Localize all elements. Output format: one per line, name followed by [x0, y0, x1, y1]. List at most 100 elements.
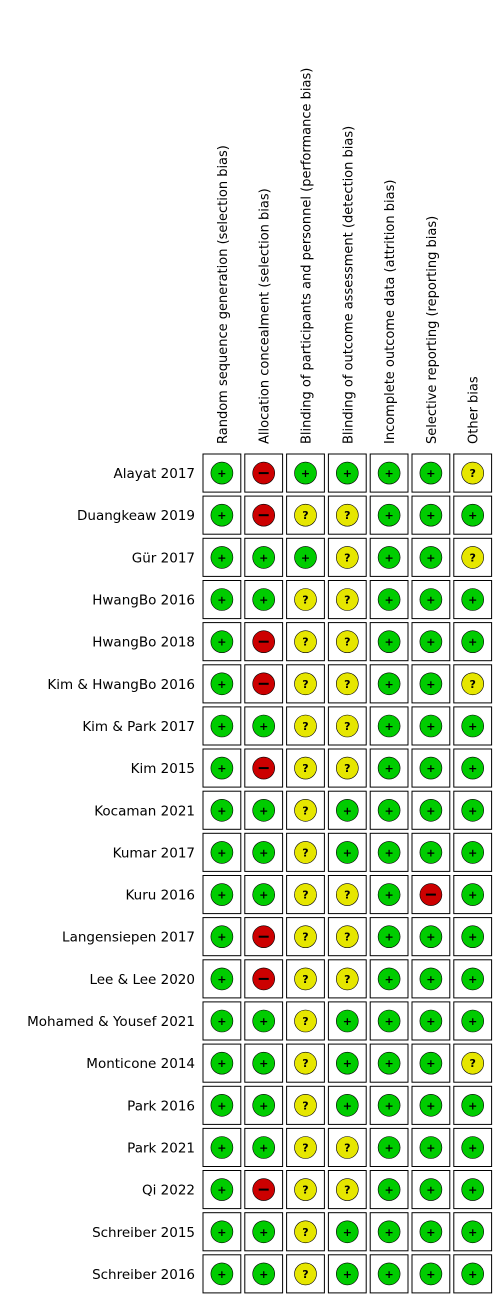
question-symbol: ? [344, 931, 350, 944]
low-risk-marker [252, 1009, 276, 1033]
plus-symbol: + [217, 1142, 226, 1155]
plus-symbol: + [426, 636, 435, 649]
low-risk-marker [210, 967, 234, 991]
rating-cell: + [411, 1127, 451, 1168]
rating-cell: + [453, 917, 493, 957]
rating-cell: + [411, 959, 451, 999]
rating-cell: + [369, 790, 409, 830]
column-label: Incomplete outcome data (attrition bias) [383, 180, 398, 444]
low-risk-marker [210, 546, 234, 569]
low-risk-marker [252, 1094, 276, 1117]
plus-symbol: + [217, 551, 226, 564]
column-labels: Random sequence generation (selection bi… [216, 68, 482, 444]
plus-symbol: + [426, 1057, 435, 1070]
low-risk-marker [419, 841, 443, 864]
row-label: HwangBo 2018 [92, 635, 195, 651]
low-risk-marker [419, 756, 443, 780]
plus-symbol: + [217, 636, 226, 649]
question-symbol: ? [344, 973, 350, 986]
rating-cell: + [327, 790, 367, 830]
minus-symbol [258, 1188, 269, 1191]
rating-cell: + [244, 1127, 284, 1168]
low-risk-marker [210, 1051, 234, 1075]
low-risk-marker [210, 1220, 234, 1244]
rating-cell: + [369, 1212, 409, 1252]
unclear-risk-marker [335, 1178, 359, 1201]
rating-cell: + [244, 580, 284, 620]
question-symbol: ? [302, 594, 308, 607]
low-risk-marker [377, 1051, 401, 1075]
unclear-risk-marker [461, 672, 485, 696]
rating-cell: + [369, 706, 409, 746]
rating-cell: + [411, 1043, 451, 1083]
plus-symbol: + [384, 804, 393, 817]
row-label: Kim 2015 [131, 761, 195, 777]
rating-cell: + [369, 495, 409, 535]
rating-cell: + [453, 959, 493, 999]
rating-cell: + [202, 706, 242, 746]
plus-symbol: + [343, 1057, 352, 1070]
low-risk-marker [419, 588, 443, 611]
plus-symbol: + [426, 594, 435, 607]
rating-cell: + [369, 453, 409, 493]
plus-symbol: + [468, 1142, 477, 1155]
minus-symbol [258, 514, 269, 517]
rating-cell: + [244, 875, 284, 915]
column-label: Blinding of participants and personnel (… [300, 68, 315, 444]
plus-symbol: + [217, 1057, 226, 1070]
row-label: Lee & Lee 2020 [89, 972, 195, 988]
low-risk-marker [461, 883, 485, 906]
rating-cell: + [453, 495, 493, 535]
low-risk-marker [419, 925, 443, 949]
minus-symbol [258, 935, 269, 938]
rating-cell: + [202, 1254, 242, 1294]
rating-cell: + [327, 1212, 367, 1252]
rating-cell: + [369, 959, 409, 999]
row-label: Mohamed & Yousef 2021 [27, 1014, 195, 1030]
low-risk-marker [210, 461, 234, 485]
rating-cell: + [202, 622, 242, 662]
plus-symbol: + [384, 931, 393, 944]
rating-cell: + [202, 453, 242, 493]
rating-cell: ? [286, 1085, 325, 1125]
rating-cell: ? [286, 875, 325, 915]
rating-cell: ? [286, 580, 325, 620]
rating-cell: + [411, 664, 451, 704]
row-label: Park 2021 [127, 1141, 195, 1157]
rating-cell: ? [327, 664, 367, 704]
row-labels: Alayat 2017 Duangkeaw 2019 Gür 2017 HwangBo… [27, 466, 195, 1283]
rating-cell: + [202, 1170, 242, 1210]
plus-symbol: + [384, 594, 393, 607]
rating-cell: + [453, 875, 493, 915]
plus-symbol: + [468, 1184, 477, 1197]
rating-cell: ? [327, 917, 367, 957]
rating-cell: + [453, 1170, 493, 1210]
low-risk-marker [377, 1009, 401, 1033]
question-symbol: ? [302, 889, 308, 902]
question-symbol: ? [302, 509, 308, 522]
plus-symbol: + [384, 889, 393, 902]
rating-cell: ? [286, 495, 325, 535]
low-risk-marker [461, 756, 485, 780]
row-label: Kuru 2016 [126, 888, 196, 904]
rating-cell: + [411, 790, 451, 830]
unclear-risk-marker [294, 630, 317, 654]
question-symbol: ? [470, 1057, 476, 1070]
rating-cell: ? [327, 706, 367, 746]
low-risk-marker [419, 1178, 443, 1201]
question-symbol: ? [302, 973, 308, 986]
cell-box [369, 1254, 409, 1294]
cell-box [244, 917, 284, 957]
low-risk-marker [419, 1094, 443, 1117]
low-risk-marker [335, 1009, 359, 1033]
rating-cell [244, 495, 284, 535]
plus-symbol: + [384, 1057, 393, 1070]
question-symbol: ? [302, 846, 308, 859]
low-risk-marker [419, 1136, 443, 1159]
plus-symbol: + [217, 678, 226, 691]
unclear-risk-marker [294, 1220, 317, 1244]
rating-cell: + [327, 1043, 367, 1083]
cell-box [244, 1001, 284, 1041]
question-symbol: ? [302, 1015, 308, 1028]
question-symbol: ? [470, 551, 476, 564]
